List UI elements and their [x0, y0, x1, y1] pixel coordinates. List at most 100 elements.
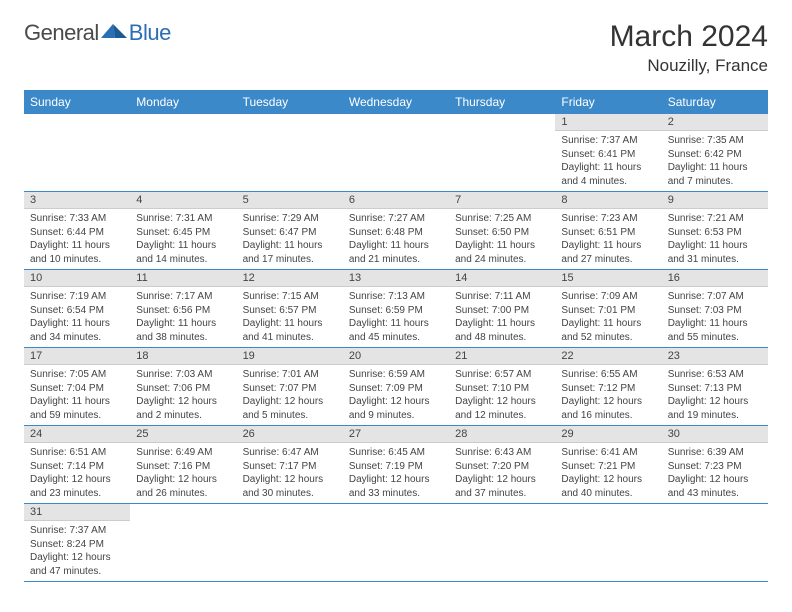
weekday-header: Saturday	[662, 90, 768, 114]
day-details: Sunrise: 7:09 AMSunset: 7:01 PMDaylight:…	[555, 287, 661, 347]
month-title: March 2024	[610, 20, 768, 54]
calendar-day-cell: 7Sunrise: 7:25 AMSunset: 6:50 PMDaylight…	[449, 192, 555, 270]
calendar-week-row: 17Sunrise: 7:05 AMSunset: 7:04 PMDayligh…	[24, 348, 768, 426]
calendar-header-row: SundayMondayTuesdayWednesdayThursdayFrid…	[24, 90, 768, 114]
day-number: 4	[130, 192, 236, 209]
day-details: Sunrise: 6:59 AMSunset: 7:09 PMDaylight:…	[343, 365, 449, 425]
day-details: Sunrise: 6:57 AMSunset: 7:10 PMDaylight:…	[449, 365, 555, 425]
logo-text-blue: Blue	[129, 20, 171, 46]
day-number: 30	[662, 426, 768, 443]
weekday-header: Thursday	[449, 90, 555, 114]
calendar-week-row: 24Sunrise: 6:51 AMSunset: 7:14 PMDayligh…	[24, 426, 768, 504]
day-number: 10	[24, 270, 130, 287]
calendar-day-cell: 15Sunrise: 7:09 AMSunset: 7:01 PMDayligh…	[555, 270, 661, 348]
day-number: 31	[24, 504, 130, 521]
day-details: Sunrise: 7:01 AMSunset: 7:07 PMDaylight:…	[237, 365, 343, 425]
day-number: 14	[449, 270, 555, 287]
day-number: 9	[662, 192, 768, 209]
calendar-week-row: 10Sunrise: 7:19 AMSunset: 6:54 PMDayligh…	[24, 270, 768, 348]
day-details: Sunrise: 6:49 AMSunset: 7:16 PMDaylight:…	[130, 443, 236, 503]
calendar-day-cell: 5Sunrise: 7:29 AMSunset: 6:47 PMDaylight…	[237, 192, 343, 270]
calendar-day-cell	[130, 114, 236, 192]
day-details: Sunrise: 6:45 AMSunset: 7:19 PMDaylight:…	[343, 443, 449, 503]
calendar-table: SundayMondayTuesdayWednesdayThursdayFrid…	[24, 90, 768, 582]
day-number: 20	[343, 348, 449, 365]
day-number: 2	[662, 114, 768, 131]
calendar-day-cell: 20Sunrise: 6:59 AMSunset: 7:09 PMDayligh…	[343, 348, 449, 426]
calendar-day-cell: 30Sunrise: 6:39 AMSunset: 7:23 PMDayligh…	[662, 426, 768, 504]
day-details: Sunrise: 6:55 AMSunset: 7:12 PMDaylight:…	[555, 365, 661, 425]
calendar-day-cell: 8Sunrise: 7:23 AMSunset: 6:51 PMDaylight…	[555, 192, 661, 270]
calendar-day-cell: 22Sunrise: 6:55 AMSunset: 7:12 PMDayligh…	[555, 348, 661, 426]
weekday-header: Sunday	[24, 90, 130, 114]
day-details: Sunrise: 6:43 AMSunset: 7:20 PMDaylight:…	[449, 443, 555, 503]
day-details: Sunrise: 7:33 AMSunset: 6:44 PMDaylight:…	[24, 209, 130, 269]
day-details: Sunrise: 7:17 AMSunset: 6:56 PMDaylight:…	[130, 287, 236, 347]
calendar-day-cell	[130, 504, 236, 582]
day-details: Sunrise: 6:53 AMSunset: 7:13 PMDaylight:…	[662, 365, 768, 425]
day-details: Sunrise: 7:37 AMSunset: 8:24 PMDaylight:…	[24, 521, 130, 581]
location-label: Nouzilly, France	[610, 56, 768, 76]
day-details: Sunrise: 6:39 AMSunset: 7:23 PMDaylight:…	[662, 443, 768, 503]
calendar-day-cell	[24, 114, 130, 192]
day-details: Sunrise: 7:07 AMSunset: 7:03 PMDaylight:…	[662, 287, 768, 347]
calendar-day-cell: 12Sunrise: 7:15 AMSunset: 6:57 PMDayligh…	[237, 270, 343, 348]
calendar-day-cell: 17Sunrise: 7:05 AMSunset: 7:04 PMDayligh…	[24, 348, 130, 426]
calendar-day-cell: 11Sunrise: 7:17 AMSunset: 6:56 PMDayligh…	[130, 270, 236, 348]
day-details: Sunrise: 7:21 AMSunset: 6:53 PMDaylight:…	[662, 209, 768, 269]
calendar-day-cell: 2Sunrise: 7:35 AMSunset: 6:42 PMDaylight…	[662, 114, 768, 192]
day-number: 7	[449, 192, 555, 209]
day-number: 29	[555, 426, 661, 443]
calendar-day-cell: 25Sunrise: 6:49 AMSunset: 7:16 PMDayligh…	[130, 426, 236, 504]
calendar-day-cell: 28Sunrise: 6:43 AMSunset: 7:20 PMDayligh…	[449, 426, 555, 504]
calendar-day-cell: 21Sunrise: 6:57 AMSunset: 7:10 PMDayligh…	[449, 348, 555, 426]
title-block: March 2024 Nouzilly, France	[610, 20, 768, 76]
weekday-header: Friday	[555, 90, 661, 114]
day-number: 8	[555, 192, 661, 209]
calendar-day-cell	[343, 114, 449, 192]
weekday-header: Monday	[130, 90, 236, 114]
calendar-week-row: 1Sunrise: 7:37 AMSunset: 6:41 PMDaylight…	[24, 114, 768, 192]
day-details: Sunrise: 7:13 AMSunset: 6:59 PMDaylight:…	[343, 287, 449, 347]
day-number: 5	[237, 192, 343, 209]
calendar-day-cell: 3Sunrise: 7:33 AMSunset: 6:44 PMDaylight…	[24, 192, 130, 270]
logo-text-general: General	[24, 20, 99, 46]
day-details: Sunrise: 7:23 AMSunset: 6:51 PMDaylight:…	[555, 209, 661, 269]
day-number: 25	[130, 426, 236, 443]
triangle-icon	[101, 22, 127, 45]
calendar-day-cell	[449, 114, 555, 192]
day-details: Sunrise: 6:41 AMSunset: 7:21 PMDaylight:…	[555, 443, 661, 503]
day-number: 21	[449, 348, 555, 365]
day-details: Sunrise: 7:27 AMSunset: 6:48 PMDaylight:…	[343, 209, 449, 269]
day-details: Sunrise: 7:19 AMSunset: 6:54 PMDaylight:…	[24, 287, 130, 347]
weekday-header: Tuesday	[237, 90, 343, 114]
day-number: 6	[343, 192, 449, 209]
day-number: 17	[24, 348, 130, 365]
calendar-day-cell: 18Sunrise: 7:03 AMSunset: 7:06 PMDayligh…	[130, 348, 236, 426]
calendar-week-row: 3Sunrise: 7:33 AMSunset: 6:44 PMDaylight…	[24, 192, 768, 270]
calendar-day-cell: 10Sunrise: 7:19 AMSunset: 6:54 PMDayligh…	[24, 270, 130, 348]
calendar-day-cell	[662, 504, 768, 582]
day-number: 18	[130, 348, 236, 365]
calendar-day-cell: 4Sunrise: 7:31 AMSunset: 6:45 PMDaylight…	[130, 192, 236, 270]
calendar-day-cell: 14Sunrise: 7:11 AMSunset: 7:00 PMDayligh…	[449, 270, 555, 348]
calendar-day-cell	[343, 504, 449, 582]
calendar-week-row: 31Sunrise: 7:37 AMSunset: 8:24 PMDayligh…	[24, 504, 768, 582]
calendar-day-cell: 27Sunrise: 6:45 AMSunset: 7:19 PMDayligh…	[343, 426, 449, 504]
day-details: Sunrise: 7:11 AMSunset: 7:00 PMDaylight:…	[449, 287, 555, 347]
calendar-day-cell: 1Sunrise: 7:37 AMSunset: 6:41 PMDaylight…	[555, 114, 661, 192]
calendar-day-cell: 16Sunrise: 7:07 AMSunset: 7:03 PMDayligh…	[662, 270, 768, 348]
calendar-day-cell	[449, 504, 555, 582]
calendar-day-cell	[555, 504, 661, 582]
day-number: 11	[130, 270, 236, 287]
day-details: Sunrise: 7:05 AMSunset: 7:04 PMDaylight:…	[24, 365, 130, 425]
day-number: 19	[237, 348, 343, 365]
day-details: Sunrise: 7:25 AMSunset: 6:50 PMDaylight:…	[449, 209, 555, 269]
day-details: Sunrise: 7:31 AMSunset: 6:45 PMDaylight:…	[130, 209, 236, 269]
day-number: 22	[555, 348, 661, 365]
day-number: 3	[24, 192, 130, 209]
calendar-day-cell: 13Sunrise: 7:13 AMSunset: 6:59 PMDayligh…	[343, 270, 449, 348]
day-number: 12	[237, 270, 343, 287]
calendar-day-cell: 26Sunrise: 6:47 AMSunset: 7:17 PMDayligh…	[237, 426, 343, 504]
day-number: 13	[343, 270, 449, 287]
